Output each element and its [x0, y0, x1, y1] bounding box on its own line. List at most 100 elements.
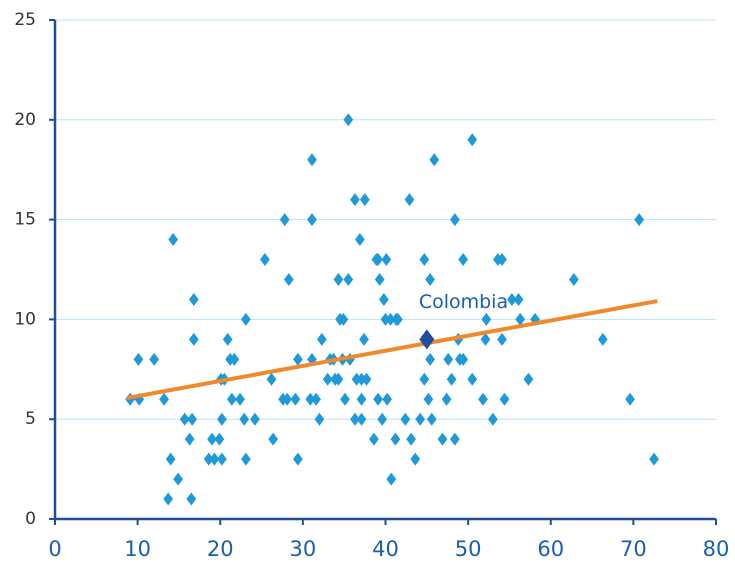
point — [266, 372, 277, 386]
point — [283, 272, 294, 286]
point — [359, 193, 370, 207]
point — [497, 253, 507, 267]
y-tick-label: 0 — [25, 509, 36, 529]
point — [369, 432, 379, 446]
point — [188, 332, 199, 346]
point — [443, 352, 454, 366]
point — [597, 332, 608, 346]
point — [149, 352, 160, 366]
point — [290, 392, 301, 406]
point — [340, 392, 350, 406]
point — [400, 412, 411, 426]
point — [187, 412, 198, 426]
point — [163, 492, 174, 506]
point — [222, 332, 233, 346]
point — [423, 392, 434, 406]
point — [159, 392, 169, 406]
point — [404, 193, 415, 207]
point — [184, 432, 195, 446]
point — [214, 432, 225, 446]
point — [437, 432, 448, 446]
point — [250, 412, 260, 426]
highlight-label: Colombia — [419, 291, 508, 313]
point — [385, 312, 396, 326]
point — [450, 213, 460, 227]
point — [374, 272, 385, 286]
x-tick-label: 0 — [48, 537, 61, 561]
point — [322, 372, 333, 386]
point — [311, 392, 321, 406]
point — [515, 312, 526, 326]
point — [355, 233, 365, 247]
point — [350, 193, 360, 207]
point — [361, 372, 372, 386]
point — [338, 312, 349, 326]
y-tick-label: 10 — [14, 309, 36, 329]
point — [415, 412, 426, 426]
point — [450, 432, 460, 446]
point — [446, 372, 457, 386]
point — [217, 452, 227, 466]
point — [343, 113, 354, 127]
point — [429, 153, 440, 167]
x-tick-label: 80 — [703, 537, 730, 561]
point — [480, 332, 491, 346]
point — [133, 352, 144, 366]
point — [488, 412, 498, 426]
point — [426, 412, 437, 426]
point — [481, 312, 492, 326]
point — [307, 153, 317, 167]
point — [314, 412, 325, 426]
point — [293, 352, 303, 366]
point — [179, 412, 190, 426]
point — [386, 472, 397, 486]
point — [478, 392, 488, 406]
point — [240, 312, 251, 326]
point — [217, 412, 227, 426]
point — [467, 133, 478, 147]
point — [279, 213, 290, 227]
point — [378, 292, 389, 306]
x-tick-label: 30 — [290, 537, 317, 561]
point — [373, 253, 383, 267]
point — [293, 452, 303, 466]
point — [634, 213, 645, 227]
point — [393, 312, 403, 326]
x-tick-label: 70 — [620, 537, 647, 561]
point — [356, 372, 367, 386]
point — [649, 452, 659, 466]
point — [458, 352, 469, 366]
point — [239, 412, 250, 426]
point — [523, 372, 534, 386]
point — [467, 372, 478, 386]
y-tick-label: 5 — [25, 409, 36, 429]
point — [458, 253, 469, 267]
point — [168, 233, 179, 247]
point — [203, 452, 214, 466]
point — [282, 392, 293, 406]
point — [507, 292, 517, 306]
point — [441, 392, 452, 406]
point — [373, 392, 383, 406]
point — [186, 492, 197, 506]
point — [333, 372, 344, 386]
point — [209, 452, 220, 466]
point — [380, 312, 391, 326]
x-tick-label: 20 — [207, 537, 234, 561]
point — [356, 412, 367, 426]
point — [317, 332, 327, 346]
point — [382, 392, 393, 406]
y-tick-label: 15 — [14, 210, 36, 230]
point — [513, 292, 524, 306]
point — [188, 292, 199, 306]
point — [419, 372, 430, 386]
point — [425, 272, 435, 286]
point — [569, 272, 579, 286]
point — [259, 253, 270, 267]
point — [226, 392, 237, 406]
point — [406, 432, 416, 446]
point — [390, 432, 401, 446]
point — [425, 352, 435, 366]
